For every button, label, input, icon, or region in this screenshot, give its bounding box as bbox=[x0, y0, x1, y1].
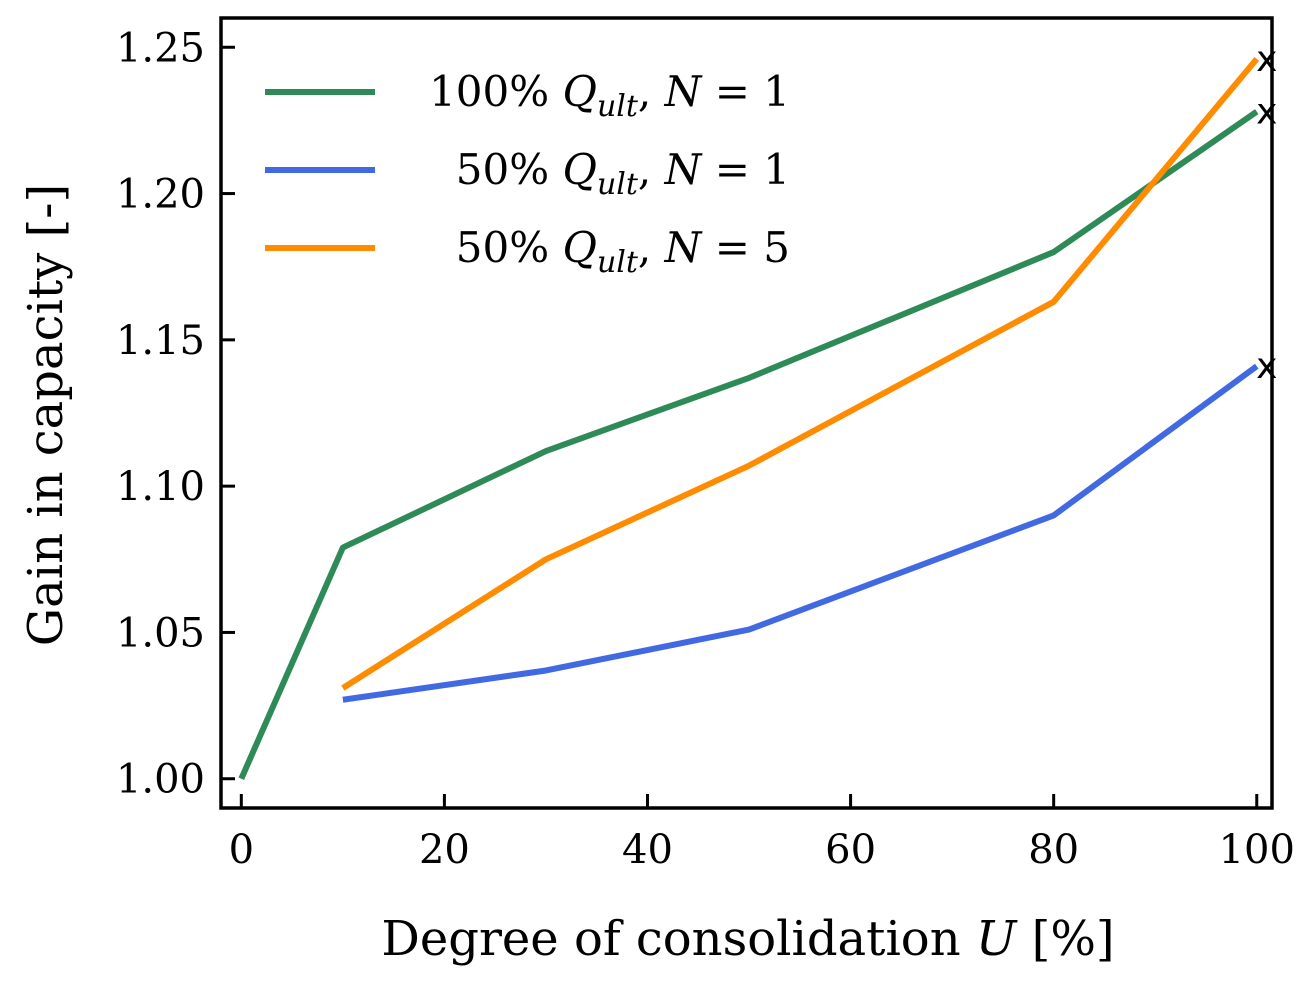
plot-area bbox=[219, 16, 1274, 810]
y-tick-label: 1.05 bbox=[116, 610, 205, 656]
end-marker-3: x bbox=[1256, 39, 1277, 80]
y-axis: 1.00 1.05 1.10 1.15 1.20 1.25 bbox=[116, 25, 235, 803]
x-axis-title: Degree of consolidation U [%] bbox=[381, 911, 1114, 967]
end-marker-1: x bbox=[1256, 92, 1277, 133]
x-tick-label: 60 bbox=[825, 827, 876, 873]
series-line-3 bbox=[341, 57, 1260, 691]
y-tick-label: 1.15 bbox=[116, 318, 205, 364]
y-axis-title: Gain in capacity [-] bbox=[18, 184, 74, 646]
plot-frame bbox=[219, 16, 1274, 810]
x-tick-label: 40 bbox=[622, 827, 673, 873]
y-tick-label: 1.00 bbox=[116, 757, 205, 803]
series-line-2 bbox=[342, 363, 1259, 703]
x-tick-label: 20 bbox=[419, 827, 470, 873]
legend-label-2: 50% Qult, N = 1 bbox=[456, 145, 790, 202]
legend-label-3: 50% Qult, N = 5 bbox=[456, 223, 790, 280]
x-tick-label: 0 bbox=[229, 827, 254, 873]
series-layer bbox=[238, 57, 1260, 780]
y-tick-label: 1.10 bbox=[116, 464, 205, 510]
legend: 100% Qult, N = 1 50% Qult, N = 1 50% Qult,… bbox=[265, 67, 790, 280]
x-tick-label: 80 bbox=[1028, 827, 1079, 873]
x-axis: 0 20 40 60 80 100 bbox=[229, 794, 1295, 873]
series-line-1 bbox=[238, 109, 1259, 780]
end-marker-layer: xxx bbox=[1256, 39, 1277, 387]
legend-label-1: 100% Qult, N = 1 bbox=[429, 67, 790, 124]
y-tick-label: 1.20 bbox=[116, 172, 205, 218]
y-tick-label: 1.25 bbox=[116, 25, 205, 71]
x-tick-label: 100 bbox=[1219, 827, 1295, 873]
end-marker-2: x bbox=[1256, 346, 1277, 387]
